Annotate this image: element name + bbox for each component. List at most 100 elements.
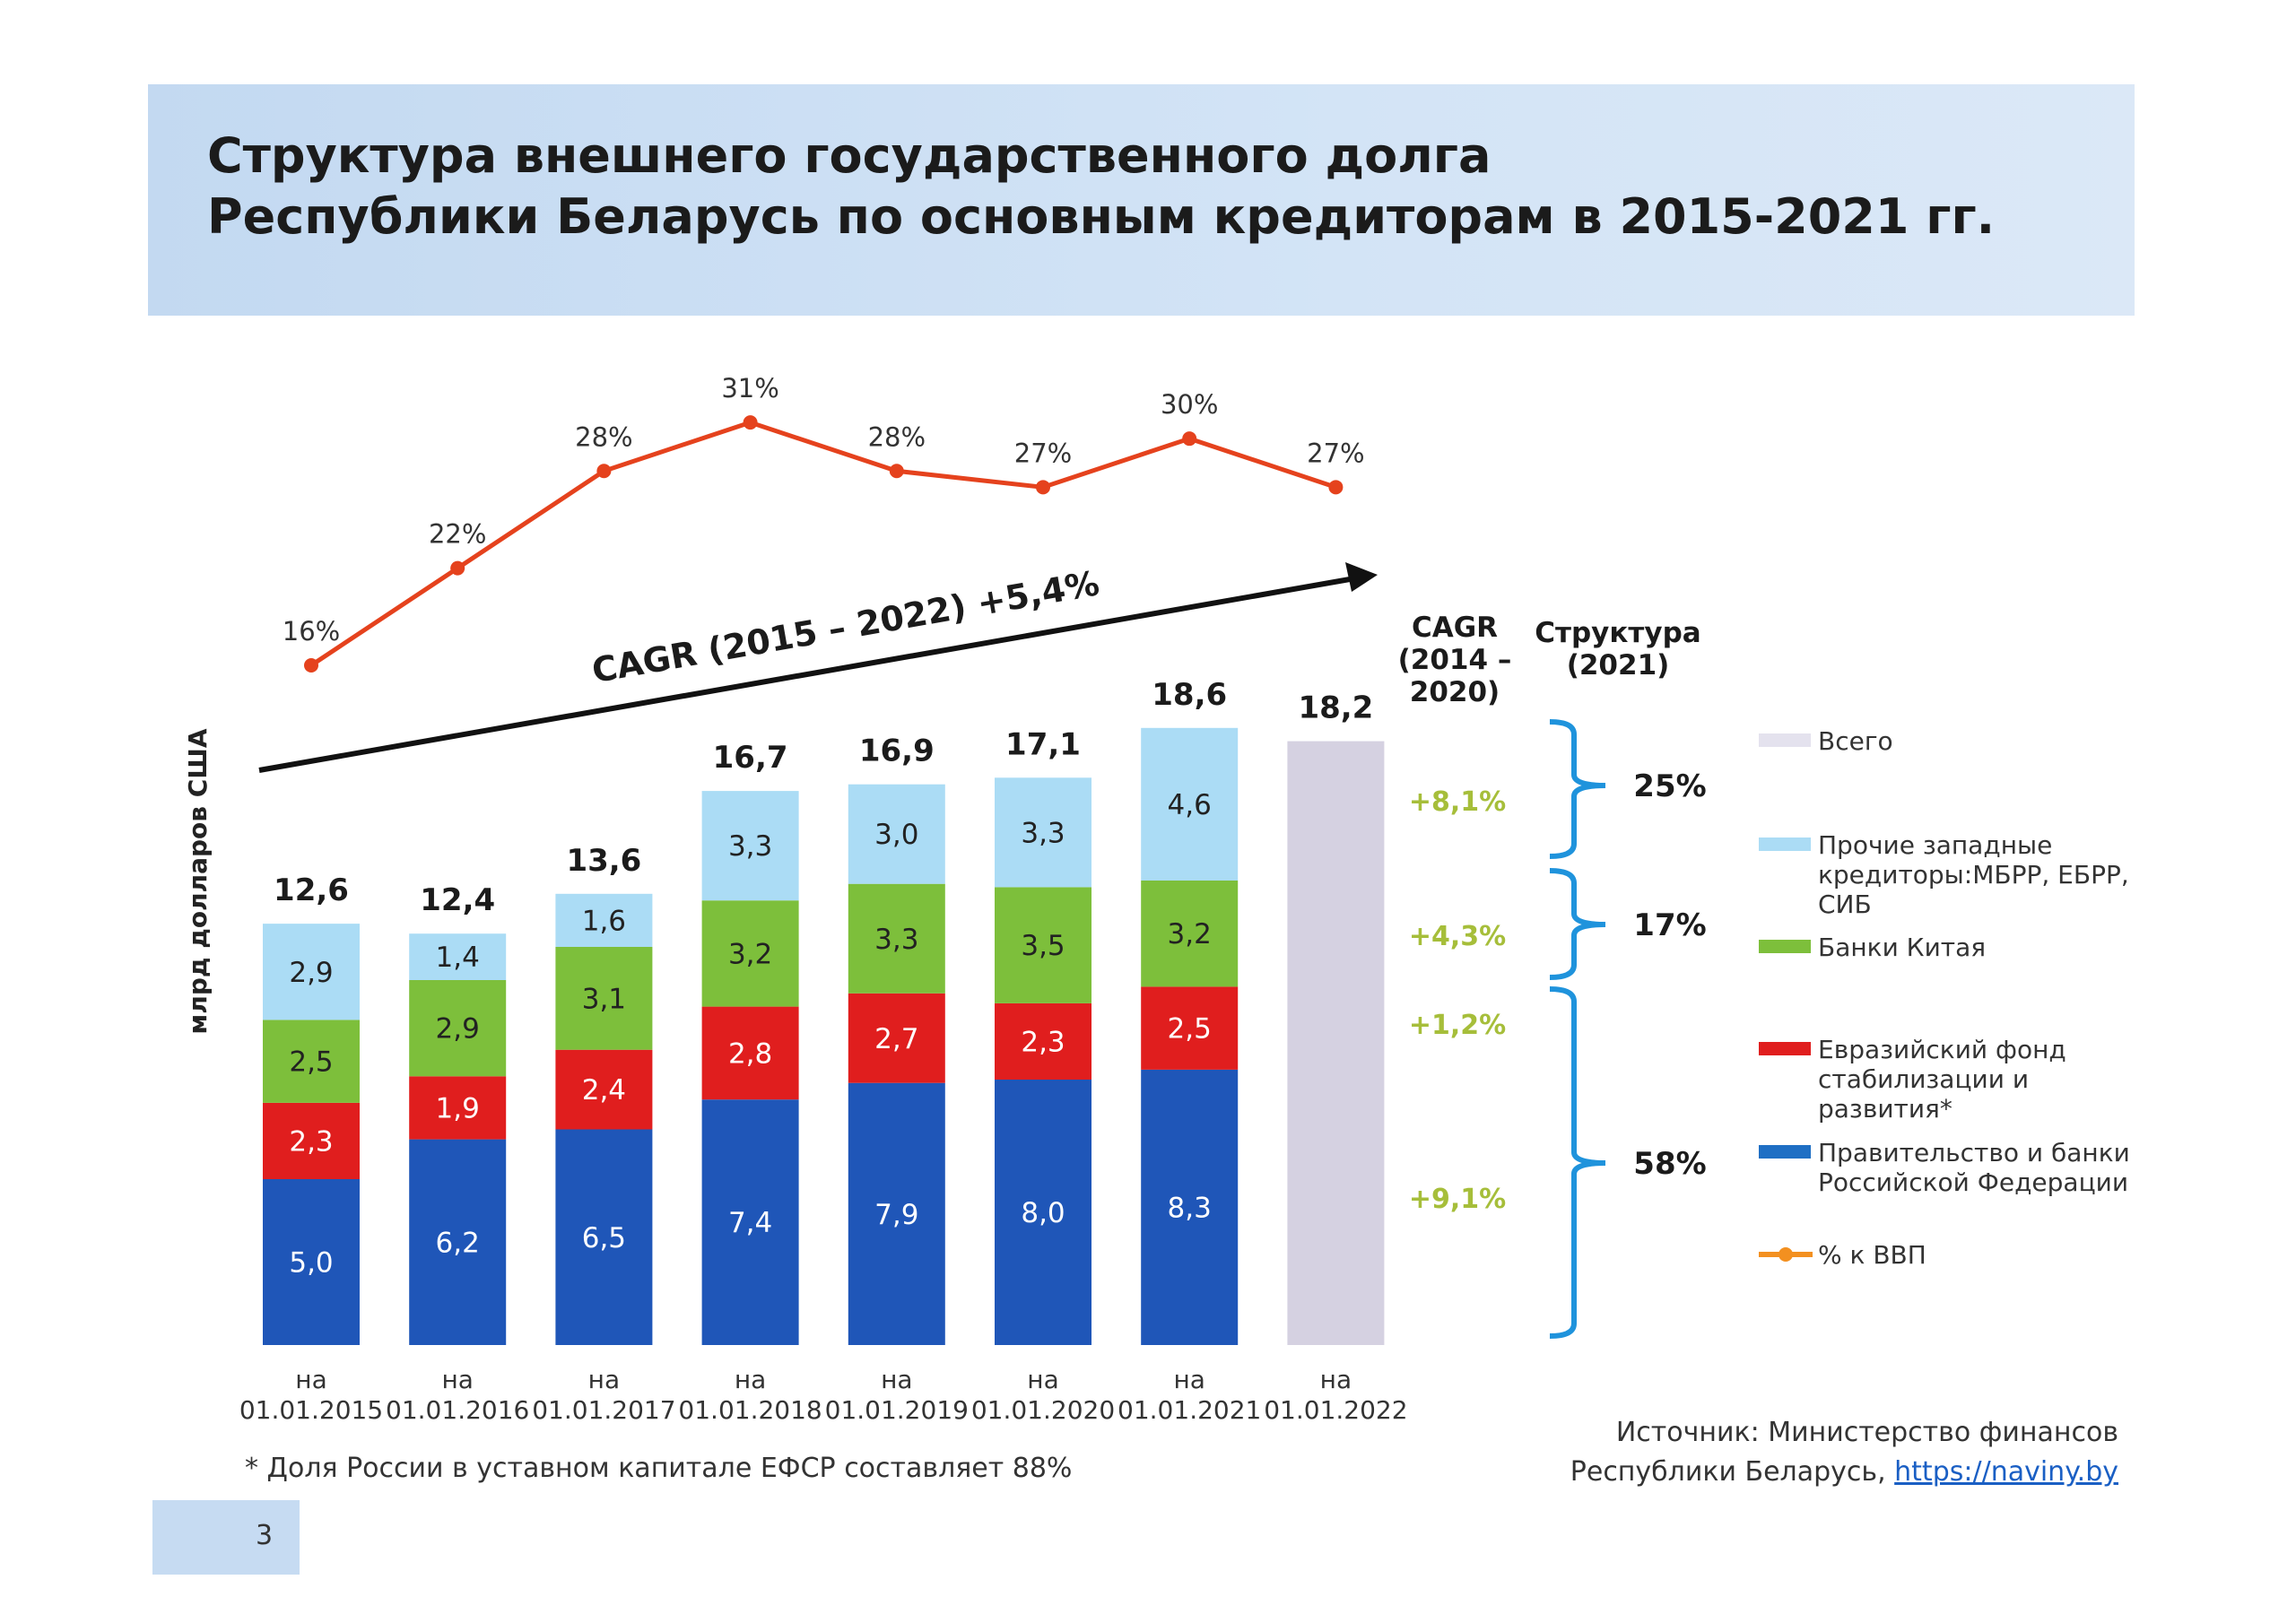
- x-prefix-label: на: [1027, 1365, 1058, 1394]
- bar-segment: [995, 777, 1091, 888]
- legend-label: Прочие западные: [1818, 830, 2052, 860]
- structure-header: (2021): [1567, 649, 1670, 681]
- segment-label: 3,3: [728, 830, 772, 863]
- segment-label: 2,5: [1168, 1013, 1212, 1046]
- segment-label: 2,7: [874, 1023, 918, 1055]
- gdp-point: [1036, 480, 1050, 495]
- gdp-label: 27%: [1014, 438, 1072, 468]
- legend-swatch: [1759, 1145, 1811, 1159]
- x-prefix-label: на: [295, 1365, 326, 1394]
- segment-label: 2,5: [289, 1046, 333, 1079]
- source-note: Источник: Министерство финансов Республи…: [1570, 1413, 2118, 1492]
- trend-label: CAGR (2015 – 2022) +5,4%: [589, 563, 1102, 690]
- title-line-1: Структура внешнего государственного долг…: [207, 127, 1492, 184]
- source-line-1: Источник: Министерство финансов: [1615, 1417, 2118, 1448]
- segment-label: 2,3: [1021, 1026, 1065, 1058]
- source-link[interactable]: https://naviny.by: [1894, 1456, 2118, 1488]
- total-label: 13,6: [566, 843, 641, 879]
- title-line-2: Республики Беларусь по основным кредитор…: [207, 188, 1996, 245]
- y-axis-label: млрд долларов США: [183, 728, 213, 1034]
- bar-segment: [263, 924, 360, 1020]
- bar-segment: [263, 1102, 360, 1179]
- legend-label: Всего: [1818, 726, 1893, 756]
- segment-label: 2,4: [582, 1074, 626, 1107]
- segment-label: 3,1: [582, 983, 626, 1015]
- bar-segment: [701, 900, 799, 1007]
- segment-label: 5,0: [289, 1247, 333, 1280]
- x-tick-label: 01.01.2020: [971, 1395, 1115, 1425]
- legend-swatch: [1759, 940, 1811, 953]
- x-prefix-label: на: [1320, 1365, 1352, 1394]
- gdp-point: [596, 464, 612, 479]
- gdp-label: 28%: [868, 421, 926, 452]
- legend-label: Евразийский фонд: [1818, 1035, 2066, 1064]
- bar-segment: [263, 1020, 360, 1103]
- bar-segment: [409, 933, 507, 980]
- structure-value: 17%: [1633, 907, 1706, 943]
- bar-segment: [995, 887, 1091, 1003]
- structure-bracket: [1549, 719, 1606, 859]
- structure-header: Структура: [1535, 617, 1700, 649]
- bar-segment: [848, 883, 945, 994]
- total-label: 12,4: [420, 882, 495, 918]
- bar-segment: [1141, 727, 1239, 881]
- segment-label: 3,3: [874, 924, 918, 956]
- legend-swatch: [1759, 838, 1811, 851]
- segment-label: 3,2: [1168, 918, 1212, 950]
- bar-segment: [701, 791, 799, 901]
- x-tick-label: 01.01.2016: [386, 1395, 529, 1425]
- page-title: Структура внешнего государственного долг…: [207, 126, 1995, 247]
- bar-segment: [1141, 881, 1239, 987]
- segment-label: 6,2: [436, 1227, 480, 1259]
- total-label: 18,2: [1298, 690, 1373, 726]
- structure-value: 58%: [1633, 1146, 1706, 1182]
- cagr-value: +1,2%: [1409, 1010, 1506, 1041]
- title-banner: [148, 84, 2135, 316]
- legend-label: стабилизации и: [1818, 1064, 2029, 1094]
- legend-label: Правительство и банки: [1818, 1138, 2130, 1167]
- x-tick-label: 01.01.2022: [1264, 1395, 1407, 1425]
- segment-label: 3,3: [1021, 817, 1065, 849]
- bar-segment: [409, 1139, 507, 1345]
- bar-segment: [701, 1099, 799, 1345]
- segment-label: 8,0: [1021, 1197, 1065, 1229]
- cagr-header: (2014 –: [1398, 644, 1512, 676]
- segment-label: 3,2: [728, 938, 772, 970]
- legend-label: СИБ: [1818, 890, 1872, 919]
- total-label: 16,7: [713, 740, 788, 776]
- bar-segment: [848, 784, 945, 884]
- gdp-label: 31%: [721, 373, 778, 404]
- x-tick-label: 01.01.2021: [1118, 1395, 1261, 1425]
- segment-label: 2,9: [436, 1013, 480, 1046]
- gdp-label: 28%: [575, 421, 632, 452]
- gdp-line: [309, 420, 1337, 668]
- trend-arrow-head: [1345, 562, 1378, 592]
- total-label: 12,6: [274, 872, 349, 908]
- bar-segment: [995, 1002, 1091, 1080]
- bar-segment: [263, 1179, 360, 1345]
- legend-label: Российской Федерации: [1818, 1167, 2128, 1197]
- legend-swatch: [1759, 733, 1811, 747]
- segment-label: 7,9: [874, 1199, 918, 1231]
- gdp-point: [743, 415, 758, 430]
- gdp-label: 22%: [429, 519, 486, 550]
- cagr-value: +8,1%: [1409, 786, 1506, 818]
- legend-label: развития*: [1818, 1094, 1952, 1124]
- total-label: 18,6: [1152, 677, 1227, 713]
- page-number: 3: [256, 1520, 274, 1551]
- bar-total: [1287, 741, 1385, 1345]
- segment-label: 1,9: [436, 1092, 480, 1124]
- footnote: * Доля России в уставном капитале ЕФСР с…: [245, 1453, 1073, 1484]
- segment-label: 3,5: [1021, 930, 1065, 962]
- cagr-header: CAGR: [1412, 612, 1498, 644]
- x-prefix-label: на: [881, 1365, 912, 1394]
- gdp-point: [1328, 480, 1344, 495]
- x-tick-label: 01.01.2017: [532, 1395, 675, 1425]
- legend-label: % к ВВП: [1818, 1240, 1926, 1270]
- segment-label: 6,5: [582, 1222, 626, 1254]
- bar-segment: [995, 1080, 1091, 1345]
- page-number-box: 3: [152, 1500, 300, 1575]
- gdp-point: [1182, 431, 1197, 447]
- total-label: 17,1: [1005, 726, 1081, 762]
